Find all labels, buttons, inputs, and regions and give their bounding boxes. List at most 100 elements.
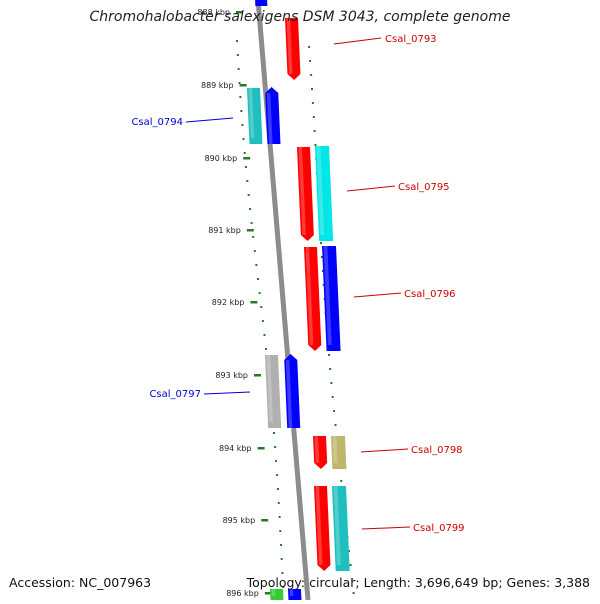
cds-forward-arrow[interactable]: [285, 18, 301, 80]
gene-label-text[interactable]: Csal_0795: [398, 182, 450, 193]
gene-label[interactable]: Csal_0793: [333, 34, 437, 45]
gene-label[interactable]: Csal_0796: [353, 289, 456, 300]
gc-dot: [277, 502, 280, 504]
ruler-tick: 889 kbp: [201, 81, 247, 90]
cds-reverse-arrow[interactable]: [265, 87, 281, 144]
ruler-tick-label: 894 kbp: [219, 444, 252, 453]
gc-dot: [334, 424, 337, 426]
ruler-tick: 893 kbp: [215, 371, 261, 380]
feature-track: [247, 0, 350, 602]
cds-reverse-arrow[interactable]: [284, 354, 301, 428]
gc-dot: [247, 194, 250, 196]
gc-dot: [280, 558, 283, 560]
gene-label-text[interactable]: Csal_0798: [411, 445, 463, 456]
gc-dot: [274, 446, 277, 448]
cog-block[interactable]: [331, 436, 347, 469]
gc-dot: [351, 578, 354, 580]
gc-dot: [309, 60, 312, 62]
gene-label[interactable]: Csal_0798: [360, 445, 463, 456]
ruler-tick-label: 893 kbp: [215, 371, 248, 380]
gc-dot: [282, 586, 285, 588]
label-leader-line: [353, 292, 402, 298]
ruler-tick: 894 kbp: [219, 444, 265, 453]
gc-dot: [250, 222, 253, 224]
ruler-tick-label: 890 kbp: [205, 154, 238, 163]
label-leader-line: [203, 391, 251, 395]
cds-forward-arrow[interactable]: [297, 147, 314, 241]
gene-label[interactable]: Csal_0795: [346, 182, 450, 193]
label-leader-line: [333, 37, 382, 45]
cog-block[interactable]: [315, 146, 334, 241]
gene-label-text[interactable]: Csal_0793: [385, 34, 437, 45]
ruler-tick-label: 891 kbp: [208, 226, 241, 235]
gene-label[interactable]: Csal_0799: [361, 523, 465, 534]
gc-dot: [242, 138, 245, 140]
gc-dot: [263, 334, 266, 336]
ruler-tick-label: 892 kbp: [212, 298, 245, 307]
gene-label-text[interactable]: Csal_0794: [131, 117, 183, 128]
gc-dot: [236, 40, 238, 42]
gc-dot: [313, 130, 316, 132]
cog-block[interactable]: [247, 88, 263, 144]
label-leader-line: [361, 526, 411, 530]
gc-dot: [276, 488, 279, 490]
ruler-tick: 895 kbp: [223, 516, 269, 525]
gc-dot: [260, 306, 263, 308]
gc-dot: [329, 368, 332, 370]
gc-dot: [311, 102, 314, 104]
gc-dot: [255, 264, 258, 266]
cds-forward-arrow[interactable]: [313, 436, 328, 469]
gc-dot: [322, 284, 325, 286]
gene-label-text[interactable]: Csal_0799: [413, 523, 465, 534]
gc-dot: [281, 572, 284, 574]
gc-dot: [246, 180, 249, 182]
cds-partial-top[interactable]: [255, 0, 268, 6]
gc-dot: [275, 460, 278, 462]
cds-partial-bottom[interactable]: [288, 589, 302, 602]
gc-dot: [244, 166, 247, 168]
gene-labels: Csal_0793 Csal_0794 Csal_0795 Csal_0796 Csal…: [131, 34, 464, 534]
gc-dot: [349, 564, 352, 566]
cds-forward-arrow[interactable]: [304, 247, 322, 351]
gc-dot: [328, 354, 330, 356]
cog-block[interactable]: [265, 355, 282, 428]
ruler-tick-label: 895 kbp: [223, 516, 256, 525]
gc-dot: [314, 144, 317, 146]
gc-dot: [257, 278, 259, 280]
ruler-tick: 888 kbp: [197, 8, 243, 17]
gc-dot: [308, 46, 311, 48]
cog-block[interactable]: [322, 246, 341, 351]
gc-dot: [321, 270, 324, 272]
gene-label-text[interactable]: Csal_0796: [404, 289, 456, 300]
gene-label[interactable]: Csal_0794: [131, 117, 234, 128]
gc-dot: [348, 550, 350, 552]
gc-dot: [310, 74, 313, 76]
gc-dot: [265, 348, 267, 350]
genome-summary-text: Topology: circular; Length: 3,696,649 bp…: [246, 575, 590, 590]
ruler-tick: 890 kbp: [205, 154, 251, 163]
gc-dot: [241, 124, 244, 126]
ruler: 888 kbp 889 kbp 890 kbp 891 kbp 892 kbp 893 k…: [197, 8, 272, 598]
gc-dot: [280, 544, 282, 546]
cds-forward-arrow[interactable]: [314, 486, 331, 571]
gc-dot: [279, 530, 282, 532]
ruler-tick: 892 kbp: [212, 298, 258, 307]
ruler-tick: 891 kbp: [208, 226, 254, 235]
gc-dot: [253, 250, 256, 252]
gc-dot: [238, 82, 241, 84]
gc-dot: [240, 110, 243, 112]
gc-dot: [239, 96, 242, 98]
page-title: Chromohalobacter salexigens DSM 3043, co…: [89, 9, 511, 25]
gc-dot: [330, 382, 333, 384]
ruler-tick-label: 896 kbp: [226, 589, 259, 598]
cog-block[interactable]: [332, 486, 350, 571]
gene-label[interactable]: Csal_0797: [149, 389, 251, 400]
gc-dot: [276, 474, 279, 476]
cog-block[interactable]: [270, 589, 284, 602]
gene-label-text[interactable]: Csal_0797: [149, 389, 201, 400]
gc-dot: [249, 208, 252, 210]
gc-dot: [252, 236, 255, 238]
label-leader-line: [346, 185, 396, 192]
gc-dot: [333, 410, 336, 412]
